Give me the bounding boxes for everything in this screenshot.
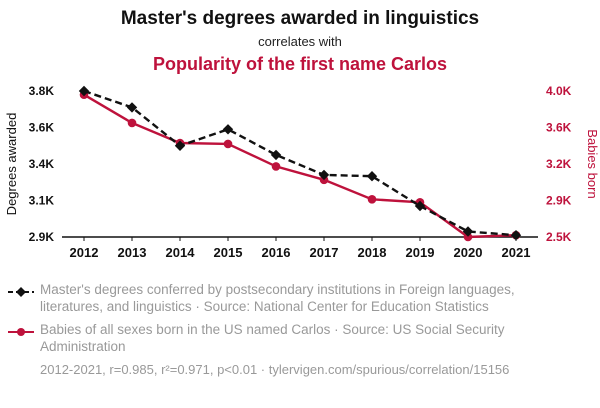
chart: 2012 2013 2014 2015 2016 2017 2018 2019 2020 2021… <box>0 81 600 270</box>
x-tick-label: 2012 <box>70 245 99 260</box>
diamond-marker <box>510 230 522 241</box>
circle-marker <box>223 139 233 149</box>
footer-stats: 2012-2021, r=0.985, r²=0.971, p<0.01 · t… <box>40 361 510 377</box>
legend-item-degrees: Master's degrees conferred by postsecond… <box>8 282 578 316</box>
right-tick-label: 2.5K <box>546 230 572 244</box>
diamond-marker <box>78 86 90 97</box>
x-tick-label: 2016 <box>262 245 291 260</box>
black-dashed-line-diamond-icon <box>8 282 34 316</box>
legend-item-carlos: Babies of all sexes born in the US named… <box>8 322 578 356</box>
x-tick-label: 2020 <box>454 245 483 260</box>
left-tick-label: 3.4K <box>29 157 55 171</box>
diamond-marker <box>462 226 474 237</box>
diamond-marker <box>174 140 186 152</box>
left-tick-label: 3.8K <box>29 84 55 98</box>
legend-label-degrees: Master's degrees conferred by postsecond… <box>40 282 515 315</box>
right-tick-label: 2.9K <box>546 194 572 208</box>
legend-label-carlos: Babies of all sexes born in the US named… <box>40 322 505 354</box>
correlates-with-label: correlates with <box>258 33 342 49</box>
header: Master's degrees awarded in linguistics … <box>0 0 600 75</box>
legend: Master's degrees conferred by postsecond… <box>0 282 600 356</box>
x-tick-label: 2014 <box>166 245 196 260</box>
x-tick-label: 2017 <box>310 245 339 260</box>
left-tick-label: 3.1K <box>29 194 55 208</box>
diamond-marker <box>270 149 282 161</box>
left-tick-label: 3.6K <box>29 121 55 135</box>
circle-marker <box>271 162 281 171</box>
correlated-title: Popularity of the first name Carlos <box>152 53 448 74</box>
chart-title: Master's degrees awarded in linguistics <box>120 8 480 29</box>
diamond-marker <box>318 169 330 181</box>
right-tick-label: 4.0K <box>546 84 572 98</box>
circle-marker <box>367 195 377 204</box>
left-tick-label: 2.9K <box>29 230 55 244</box>
right-axis-title: Babies born <box>585 130 600 199</box>
x-tick-label: 2013 <box>118 245 147 260</box>
x-tick-label: 2018 <box>358 245 387 260</box>
red-line-circle-icon <box>8 322 34 356</box>
x-tick-label: 2021 <box>502 245 531 260</box>
left-axis-title: Degrees awarded <box>4 113 19 216</box>
series-line-diamond <box>83 90 517 237</box>
diamond-marker <box>366 171 378 182</box>
x-tick-label: 2015 <box>214 245 243 260</box>
diamond-marker <box>222 124 234 135</box>
right-tick-label: 3.6K <box>546 121 572 135</box>
circle-marker <box>463 232 473 242</box>
diamond-marker <box>126 102 138 113</box>
right-tick-label: 3.2K <box>546 157 572 171</box>
circle-marker <box>127 118 137 128</box>
chart-canvas: 2012 2013 2014 2015 2016 2017 2018 2019 2020 2021… <box>4 84 600 260</box>
x-tick-label: 2019 <box>406 245 435 260</box>
